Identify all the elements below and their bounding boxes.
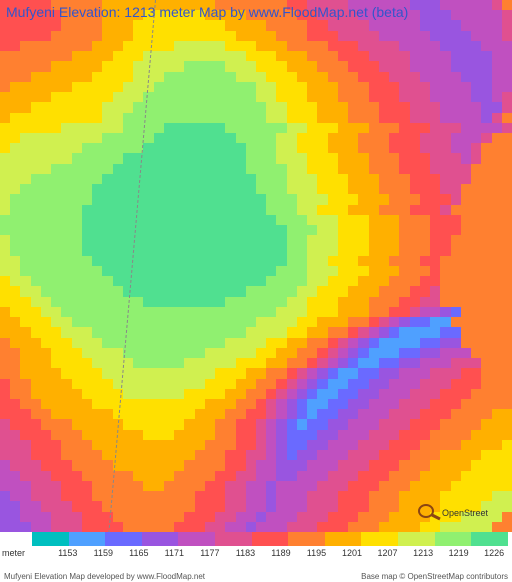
credits: Mufyeni Elevation Map developed by www.F… xyxy=(0,571,512,582)
legend-swatch xyxy=(32,532,69,546)
footer: meter 1153115911651171117711831189119512… xyxy=(0,532,512,582)
search-label: OpenStreet xyxy=(442,508,489,518)
credits-left: Mufyeni Elevation Map developed by www.F… xyxy=(4,572,205,581)
search-icon: OpenStreet xyxy=(414,501,504,521)
legend-value: 1207 xyxy=(370,548,406,558)
legend-bar xyxy=(32,532,508,546)
legend-swatch xyxy=(105,532,142,546)
legend-value: 1177 xyxy=(192,548,228,558)
legend-value: 1159 xyxy=(86,548,122,558)
legend-value: 1201 xyxy=(334,548,370,558)
legend-value: 1219 xyxy=(441,548,477,558)
legend-swatch xyxy=(435,532,472,546)
legend-swatch xyxy=(178,532,215,546)
legend-swatch xyxy=(69,532,106,546)
legend-swatch xyxy=(398,532,435,546)
legend-value: 1165 xyxy=(121,548,157,558)
legend-unit: meter xyxy=(0,548,50,558)
legend-swatch xyxy=(471,532,508,546)
legend-value: 1226 xyxy=(476,548,512,558)
legend-value: 1189 xyxy=(263,548,299,558)
page-title: Mufyeni Elevation: 1213 meter Map by www… xyxy=(6,4,408,20)
legend-swatch xyxy=(215,532,252,546)
legend-swatch xyxy=(252,532,289,546)
legend-value: 1213 xyxy=(405,548,441,558)
legend-labels: meter 1153115911651171117711831189119512… xyxy=(0,548,512,558)
legend-value: 1183 xyxy=(228,548,264,558)
credits-right: Base map © OpenStreetMap contributors xyxy=(361,572,508,581)
legend-swatch xyxy=(361,532,398,546)
search-control[interactable]: OpenStreet xyxy=(414,501,504,526)
legend-value: 1171 xyxy=(157,548,193,558)
legend-swatch xyxy=(142,532,179,546)
legend-swatch xyxy=(288,532,325,546)
elevation-map xyxy=(0,0,512,532)
legend-value: 1195 xyxy=(299,548,335,558)
legend-value: 1153 xyxy=(50,548,86,558)
elevation-legend: meter 1153115911651171117711831189119512… xyxy=(0,532,512,570)
map-grid xyxy=(0,0,512,532)
legend-swatch xyxy=(325,532,362,546)
